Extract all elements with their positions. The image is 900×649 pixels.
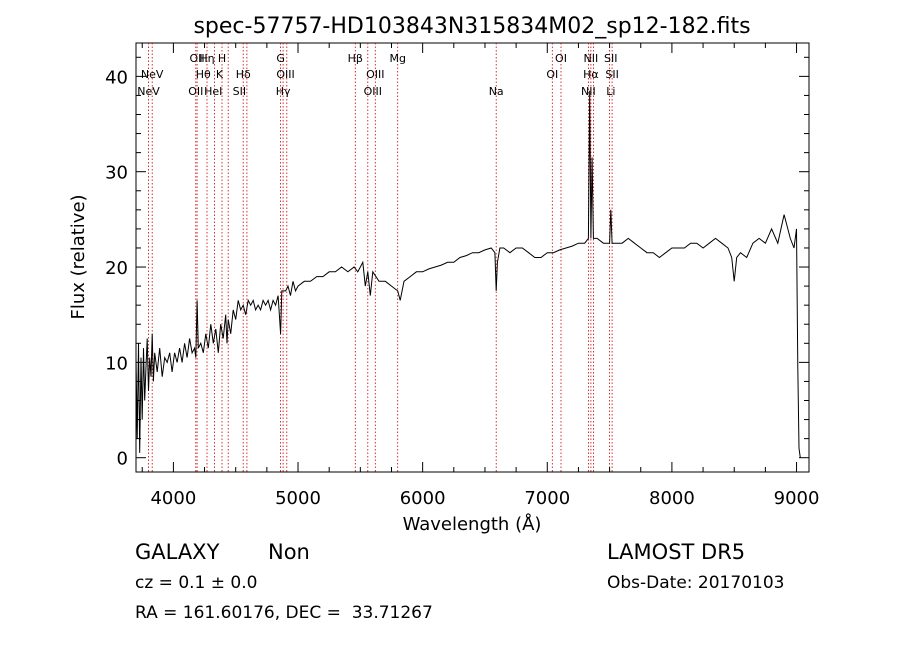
line-label: HeI <box>204 85 222 98</box>
y-tick-label: 40 <box>105 67 128 88</box>
y-tick-label: 30 <box>105 163 128 184</box>
x-tick-label: 8000 <box>649 488 695 509</box>
line-label: Li <box>606 85 615 98</box>
object-class: GALAXY <box>135 540 220 564</box>
survey-name: LAMOST DR5 <box>607 540 746 564</box>
y-tick-label: 20 <box>105 258 128 279</box>
line-label: OII <box>188 85 203 98</box>
chart-title: spec-57757-HD103843N315834M02_sp12-182.f… <box>193 14 750 39</box>
line-label: K <box>216 68 224 81</box>
x-tick-label: 4000 <box>150 488 196 509</box>
line-label: Hδ <box>236 68 251 81</box>
line-label: OI <box>555 52 567 65</box>
line-label: Hθ <box>196 68 211 81</box>
x-axis: 4000 5000 6000 7000 8000 9000 <box>141 43 820 509</box>
line-label: NII <box>584 52 599 65</box>
emission-line-markers <box>148 43 613 472</box>
line-label: G <box>276 52 285 65</box>
line-label: Na <box>489 85 504 98</box>
y-axis: 0 10 20 30 40 <box>105 56 809 470</box>
y-tick-label: 0 <box>117 449 128 470</box>
line-label: NeV <box>137 85 160 98</box>
plot-frame <box>135 42 810 473</box>
y-tick-label: 10 <box>105 353 128 374</box>
coordinates: RA = 161.60176, DEC = 33.71267 <box>135 603 433 623</box>
x-tick-label: 9000 <box>774 488 820 509</box>
obs-date: Obs-Date: 20170103 <box>607 573 785 593</box>
spectrum-line <box>135 90 801 458</box>
object-subclass: Non <box>268 540 310 564</box>
line-label: Hγ <box>276 85 291 98</box>
line-label: OIII <box>276 68 294 81</box>
line-label: NeV <box>141 68 164 81</box>
line-label: NII <box>581 85 596 98</box>
line-label: OIII <box>366 68 384 81</box>
line-label: SII <box>233 85 246 98</box>
redshift-text: cz = 0.1 ± 0.0 <box>135 573 258 593</box>
line-label: Hβ <box>348 52 363 65</box>
line-label: SII <box>604 52 617 65</box>
line-label: SII <box>605 68 618 81</box>
y-axis-label: Flux (relative) <box>68 194 89 319</box>
line-label: OII <box>190 52 205 65</box>
line-label: Hη <box>199 52 214 65</box>
x-tick-label: 7000 <box>524 488 570 509</box>
line-label: Mg <box>389 52 405 65</box>
line-label: H <box>218 52 226 65</box>
x-tick-label: 6000 <box>400 488 446 509</box>
line-label: Hα <box>583 68 599 81</box>
x-axis-label: Wavelength (Å) <box>403 513 542 535</box>
line-label: OI <box>546 68 558 81</box>
x-tick-label: 5000 <box>275 488 321 509</box>
line-label: OIII <box>364 85 382 98</box>
